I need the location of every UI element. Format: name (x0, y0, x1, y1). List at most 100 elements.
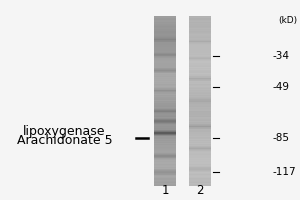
Bar (189, 100, 211, 101)
Bar (154, 178, 176, 179)
Bar (154, 139, 176, 140)
Bar (189, 54, 211, 55)
Bar (154, 38, 176, 39)
Bar (154, 156, 176, 157)
Bar (154, 134, 176, 135)
Bar (189, 119, 211, 120)
Bar (189, 71, 211, 72)
Bar (154, 74, 176, 75)
Bar (189, 157, 211, 158)
Bar (154, 110, 176, 111)
Bar (154, 62, 176, 63)
Bar (189, 60, 211, 61)
Bar (154, 35, 176, 36)
Bar (189, 21, 211, 22)
Bar (154, 45, 176, 46)
Bar (154, 74, 176, 75)
Bar (189, 177, 211, 178)
Bar (189, 93, 211, 94)
Bar (154, 146, 176, 147)
Bar (154, 162, 176, 163)
Bar (189, 112, 211, 113)
Bar (154, 125, 176, 126)
Bar (189, 80, 211, 81)
Bar (154, 108, 176, 109)
Bar (189, 40, 211, 41)
Bar (189, 170, 211, 171)
Bar (154, 57, 176, 58)
Bar (154, 60, 176, 61)
Bar (154, 156, 176, 157)
Bar (189, 66, 211, 67)
Bar (154, 144, 176, 145)
Bar (154, 143, 176, 144)
Bar (154, 47, 176, 48)
Bar (154, 142, 176, 143)
Bar (154, 69, 176, 70)
Bar (189, 52, 211, 53)
Bar (154, 91, 176, 92)
Bar (189, 37, 211, 38)
Bar (189, 25, 211, 26)
Bar (154, 37, 176, 38)
Bar (189, 109, 211, 110)
Bar (154, 36, 176, 37)
Bar (189, 147, 211, 148)
Bar (189, 74, 211, 75)
Bar (154, 50, 176, 51)
Bar (189, 34, 211, 35)
Bar (189, 91, 211, 92)
Bar (189, 148, 211, 149)
Bar (189, 92, 211, 93)
Bar (189, 150, 211, 151)
Bar (189, 56, 211, 57)
Bar (189, 146, 211, 147)
Bar (189, 26, 211, 27)
Bar (154, 124, 176, 125)
Bar (189, 125, 211, 126)
Bar (189, 84, 211, 85)
Bar (189, 143, 211, 144)
Bar (189, 35, 211, 36)
Bar (154, 173, 176, 174)
Bar (154, 149, 176, 150)
Bar (154, 39, 176, 40)
Bar (189, 20, 211, 21)
Bar (154, 31, 176, 32)
Bar (189, 87, 211, 88)
Bar (189, 120, 211, 121)
Bar (154, 21, 176, 22)
Bar (154, 168, 176, 169)
Bar (189, 175, 211, 176)
Bar (189, 74, 211, 75)
Bar (154, 137, 176, 138)
Bar (154, 24, 176, 25)
Bar (154, 52, 176, 53)
Bar (154, 154, 176, 155)
Bar (189, 160, 211, 161)
Bar (189, 86, 211, 87)
Bar (154, 133, 176, 134)
Bar (189, 104, 211, 105)
Bar (154, 77, 176, 78)
Bar (189, 118, 211, 119)
Bar (189, 89, 211, 90)
Bar (189, 75, 211, 76)
Bar (154, 42, 176, 43)
Bar (189, 165, 211, 166)
Bar (154, 35, 176, 36)
Bar (189, 119, 211, 120)
Bar (154, 77, 176, 78)
Bar (154, 120, 176, 121)
Bar (154, 83, 176, 84)
Bar (154, 159, 176, 160)
Bar (154, 63, 176, 64)
Bar (189, 139, 211, 140)
Bar (189, 173, 211, 174)
Bar (189, 151, 211, 152)
Bar (154, 165, 176, 166)
Bar (189, 168, 211, 169)
Bar (154, 126, 176, 127)
Bar (154, 131, 176, 132)
Bar (154, 135, 176, 136)
